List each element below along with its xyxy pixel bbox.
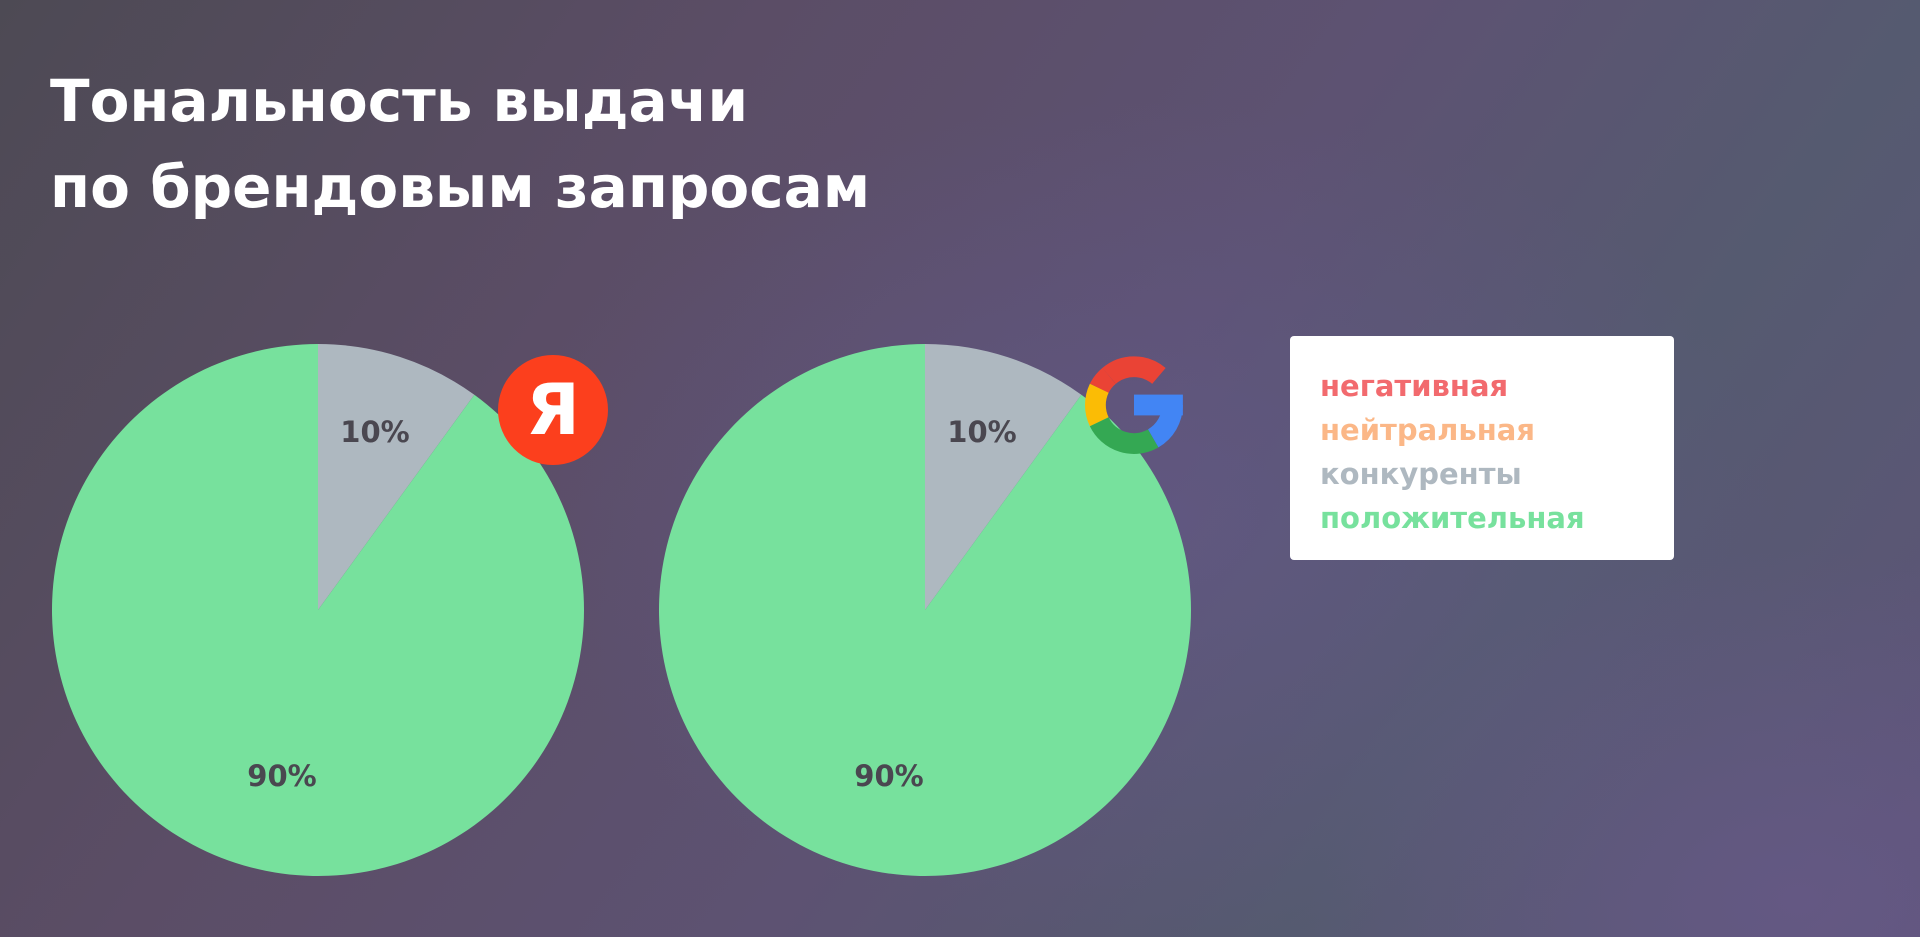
- google-pie-chart: 10% 90%: [655, 340, 1195, 880]
- google-logo-icon: [1085, 356, 1183, 454]
- yandex-label-competitors: 10%: [340, 415, 409, 449]
- yandex-logo-icon: Я: [498, 355, 608, 465]
- yandex-slice-competitors: [318, 344, 475, 610]
- google-pie-svg: 10% 90%: [659, 344, 1191, 876]
- page-title-line-1: Тональность выдачи: [50, 67, 749, 135]
- google-slice-positive: [659, 344, 1191, 876]
- legend-item-positive: положительная: [1320, 501, 1585, 535]
- google-label-positive: 90%: [854, 759, 923, 793]
- legend-item-neutral: нейтральная: [1320, 413, 1535, 447]
- legend: негативная нейтральная конкуренты положи…: [1290, 336, 1674, 560]
- page-title: Тональность выдачи по брендовым запросам: [50, 58, 870, 230]
- yandex-slice-positive: [51, 344, 584, 876]
- legend-item-negative: негативная: [1320, 369, 1509, 403]
- yandex-logo-letter: Я: [526, 369, 580, 451]
- google-label-competitors: 10%: [947, 415, 1016, 449]
- legend-item-competitors: конкуренты: [1320, 457, 1522, 491]
- yandex-label-positive: 90%: [247, 759, 316, 793]
- google-slice-competitors: [925, 344, 1082, 610]
- yandex-pie-chart: 10% 90%: [48, 340, 588, 880]
- yandex-pie-svg: 10% 90%: [51, 344, 584, 876]
- page-title-line-2: по брендовым запросам: [50, 153, 871, 221]
